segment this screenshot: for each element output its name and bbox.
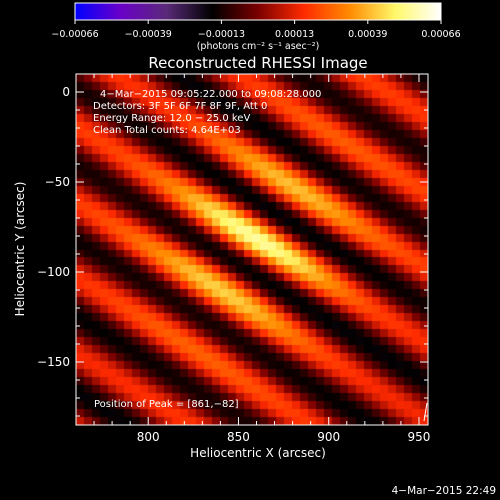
colorbar: −0.00066 −0.00039 −0.00013 0.00013 0.00039 0.…	[51, 2, 461, 52]
colorbar-tick-label: 0.00013	[275, 29, 314, 40]
info-box: 4−Mar−2015 09:05:22.000 to 09:08:28.000 …	[93, 89, 321, 410]
colorbar-tick-label: −0.00013	[198, 29, 245, 40]
info-counts: Clean Total counts: 4.64E+03	[93, 125, 241, 136]
y-tick-label: −100	[37, 265, 70, 279]
heatmap-image	[76, 74, 428, 425]
info-time-range: 4−Mar−2015 09:05:22.000 to 09:08:28.000	[100, 89, 321, 100]
x-tick-label: 950	[408, 430, 431, 444]
footer-timestamp: 4−Mar−2015 22:49	[392, 485, 496, 497]
chart-title: Reconstructed RHESSI Image	[148, 54, 367, 72]
x-tick-label: 900	[317, 430, 340, 444]
plot-area: 800 850 900 950 0 −50 −100 −150	[37, 73, 431, 444]
colorbar-gradient	[74, 2, 442, 21]
x-axis-label: Heliocentric X (arcsec)	[190, 446, 326, 460]
colorbar-tick-label: 0.00039	[348, 29, 387, 40]
x-tick-label: 800	[137, 430, 160, 444]
y-tick-label: −50	[45, 175, 70, 189]
colorbar-tick-label: −0.00066	[51, 29, 98, 40]
info-energy: Energy Range: 12.0 − 25.0 keV	[93, 113, 250, 124]
x-tick-label: 850	[227, 430, 250, 444]
limb-mark	[423, 402, 428, 422]
peak-position-label: Position of Peak = [861,−82]	[94, 399, 239, 410]
info-detectors: Detectors: 3F 5F 6F 7F 8F 9F, Att 0	[93, 101, 267, 112]
y-tick-label: 0	[62, 85, 70, 99]
y-tick-label: −150	[37, 355, 70, 369]
colorbar-unit-label: (photons cm⁻² s⁻¹ asec⁻²)	[197, 41, 320, 52]
plot-frame	[75, 73, 429, 426]
colorbar-tick-label: 0.00066	[421, 29, 460, 40]
y-axis-label: Heliocentric Y (arcsec)	[13, 182, 27, 317]
colorbar-tick-label: −0.00039	[125, 29, 172, 40]
